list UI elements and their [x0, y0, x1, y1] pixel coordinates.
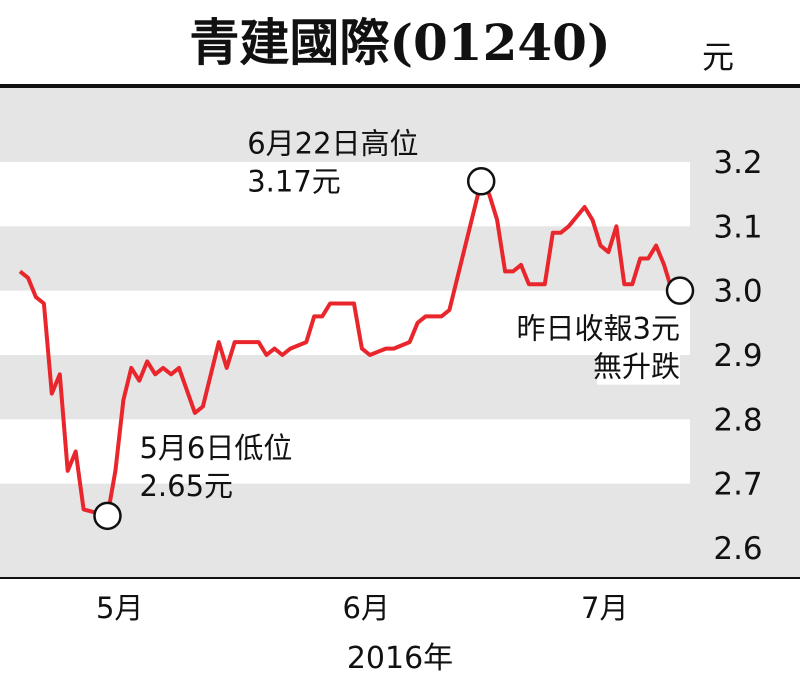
annotation-marker: [93, 501, 122, 531]
price-series: [18, 179, 680, 518]
annotation-marker: [665, 276, 695, 305]
annotation-label: 無升跌: [593, 350, 680, 384]
unit-label: 元: [702, 38, 734, 76]
y-tick-label: 2.8: [713, 402, 762, 438]
annotation-label: 6月22日高位: [247, 126, 418, 160]
x-axis-strip: [0, 578, 800, 686]
annotation-label: 5月6日低位: [139, 431, 292, 465]
grid-band: [0, 162, 690, 227]
x-tick-label: 7月: [581, 591, 628, 625]
x-tick-label: 5月: [96, 591, 143, 625]
x-axis-ticks: 5月 6月 7月: [96, 591, 629, 625]
title-background: [0, 0, 800, 84]
y-tick-label: 2.6: [713, 531, 762, 567]
y-tick-label: 2.7: [713, 467, 762, 503]
chart-title: 青建國際(01240): [189, 13, 610, 72]
annotation-label-bg: [597, 346, 680, 385]
annotation-markers: [93, 167, 695, 531]
annotation-label: 3.17元: [247, 164, 341, 198]
y-tick-label: 3.0: [713, 274, 762, 310]
y-tick-label: 2.9: [713, 338, 762, 374]
y-tick-label: 3.1: [713, 209, 762, 245]
series-line: [18, 179, 680, 518]
y-tick-label: 3.2: [713, 145, 762, 181]
annotation-label: 昨日收報3元: [517, 312, 680, 346]
grid-band: [0, 419, 690, 484]
year-label: 2016年: [347, 641, 453, 676]
annotation-marker: [466, 167, 496, 196]
x-tick-label: 6月: [342, 591, 389, 625]
y-axis-ticks: 2.6 2.7 2.8 2.9 3.0 3.1 3.2: [713, 145, 762, 567]
annotation-label: 2.65元: [139, 469, 233, 503]
annotation-label-bg: [522, 308, 680, 347]
